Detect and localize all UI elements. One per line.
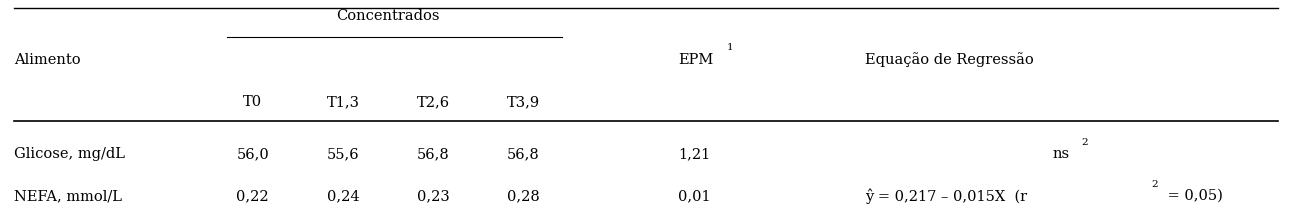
Text: T3,9: T3,9 bbox=[506, 95, 540, 109]
Text: 0,24: 0,24 bbox=[327, 189, 359, 203]
Text: 56,8: 56,8 bbox=[417, 147, 450, 161]
Text: 56,8: 56,8 bbox=[508, 147, 540, 161]
Text: 0,28: 0,28 bbox=[508, 189, 540, 203]
Text: 2: 2 bbox=[1081, 138, 1088, 147]
Text: EPM: EPM bbox=[678, 53, 713, 67]
Text: ŷ = 0,217 – 0,015X  (r: ŷ = 0,217 – 0,015X (r bbox=[866, 188, 1027, 204]
Text: T1,3: T1,3 bbox=[327, 95, 359, 109]
Text: 56,0: 56,0 bbox=[236, 147, 269, 161]
Text: Concentrados: Concentrados bbox=[336, 9, 439, 23]
Text: 1,21: 1,21 bbox=[678, 147, 711, 161]
Text: 1: 1 bbox=[727, 43, 734, 52]
Text: Glicose, mg/dL: Glicose, mg/dL bbox=[14, 147, 125, 161]
Text: 0,23: 0,23 bbox=[417, 189, 450, 203]
Text: = 0,05): = 0,05) bbox=[1163, 189, 1222, 203]
Text: NEFA, mmol/L: NEFA, mmol/L bbox=[14, 189, 123, 203]
Text: 55,6: 55,6 bbox=[327, 147, 359, 161]
Text: T0: T0 bbox=[243, 95, 262, 109]
Text: 0,22: 0,22 bbox=[236, 189, 269, 203]
Text: ns: ns bbox=[1052, 147, 1070, 161]
Text: 0,01: 0,01 bbox=[678, 189, 711, 203]
Text: T2,6: T2,6 bbox=[417, 95, 450, 109]
Text: Alimento: Alimento bbox=[14, 53, 81, 67]
Text: Equação de Regressão: Equação de Regressão bbox=[866, 53, 1034, 67]
Text: 2: 2 bbox=[1151, 180, 1158, 189]
